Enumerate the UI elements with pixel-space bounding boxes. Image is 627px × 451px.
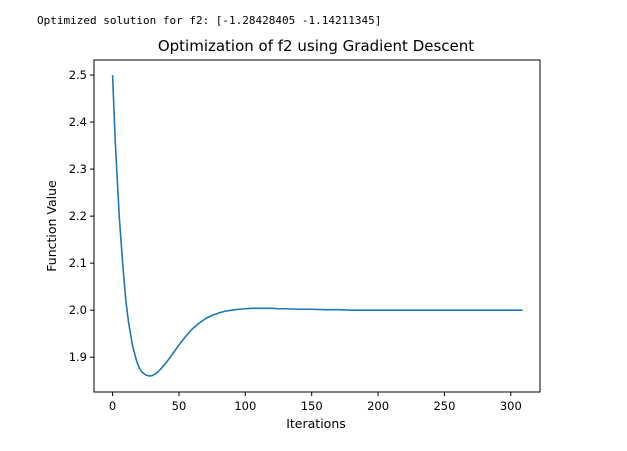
x-tick-label: 250 — [433, 399, 455, 413]
console-output-text: Optimized solution for f2: [-1.28428405 … — [37, 14, 382, 27]
y-axis-ticks: 1.9 2.0 2.1 2.2 2.3 2.4 2.5 — [69, 68, 94, 364]
x-tick-label: 50 — [172, 399, 187, 413]
y-tick-label: 2.0 — [69, 303, 87, 317]
chart-title: Optimization of f2 using Gradient Descen… — [158, 37, 474, 55]
x-tick-label: 150 — [301, 399, 323, 413]
function-value-line — [111, 75, 523, 377]
y-tick-label: 2.2 — [69, 209, 87, 223]
x-tick-label: 300 — [500, 399, 522, 413]
x-tick-label: 200 — [367, 399, 389, 413]
x-axis-label: Iterations — [286, 416, 346, 431]
plot-area-frame — [93, 59, 541, 393]
x-tick-label: 100 — [234, 399, 256, 413]
y-axis-label: Function Value — [44, 180, 59, 272]
y-tick-label: 2.3 — [69, 162, 87, 176]
y-tick-label: 1.9 — [69, 350, 87, 364]
y-tick-label: 2.5 — [69, 68, 87, 82]
x-axis-ticks: 0 50 100 150 200 250 300 — [109, 392, 522, 413]
y-tick-label: 2.4 — [69, 115, 87, 129]
y-tick-label: 2.1 — [69, 256, 87, 270]
x-tick-label: 0 — [109, 399, 116, 413]
